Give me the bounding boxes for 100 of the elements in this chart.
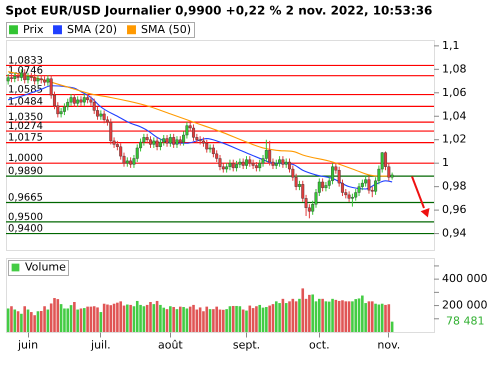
bar bbox=[56, 299, 60, 332]
bar bbox=[186, 308, 188, 332]
bar bbox=[255, 306, 258, 332]
y-tick-label: 1,02 bbox=[442, 132, 466, 146]
y-tick-label: 1,06 bbox=[442, 86, 466, 99]
y-tick-label: 200 000 bbox=[442, 298, 488, 312]
y-tick-label: 400 000 bbox=[442, 272, 488, 286]
candlestick bbox=[225, 162, 228, 174]
bar bbox=[172, 307, 175, 332]
x-tick-label: oct. bbox=[309, 338, 330, 352]
text: 78 481 bbox=[446, 314, 484, 328]
candlestick bbox=[348, 190, 351, 202]
bar bbox=[252, 308, 254, 332]
bar bbox=[321, 298, 324, 332]
bar bbox=[334, 300, 338, 332]
candlestick bbox=[146, 133, 149, 144]
bar bbox=[33, 315, 36, 332]
bar bbox=[30, 312, 33, 332]
legend-label: SMA (50) bbox=[141, 22, 192, 36]
candlestick bbox=[324, 181, 328, 192]
candlestick bbox=[258, 159, 262, 172]
bar bbox=[43, 306, 46, 332]
candlestick bbox=[192, 124, 196, 142]
ref-line-label: 1,0175 bbox=[8, 132, 43, 144]
bar bbox=[90, 306, 92, 332]
candlestick bbox=[244, 156, 248, 170]
y-tick-label: 1,04 bbox=[442, 109, 466, 122]
legend-label: SMA (20) bbox=[67, 22, 118, 36]
bar bbox=[100, 312, 102, 332]
bar bbox=[86, 306, 89, 332]
y-tick-label: 1,1 bbox=[442, 38, 460, 52]
ref-line-label: 0,9500 bbox=[8, 212, 43, 223]
candlestick bbox=[175, 136, 178, 148]
bar bbox=[92, 306, 96, 332]
candlestick bbox=[281, 156, 284, 168]
candlestick bbox=[156, 136, 159, 151]
candlestick bbox=[268, 140, 272, 166]
bar bbox=[282, 298, 284, 332]
candlestick bbox=[264, 139, 268, 163]
bar bbox=[159, 304, 162, 332]
candlestick bbox=[252, 159, 255, 170]
ref-line-label: 1,0274 bbox=[8, 121, 43, 132]
candlestick bbox=[126, 156, 129, 168]
candlestick bbox=[66, 98, 70, 111]
bar bbox=[222, 310, 225, 332]
bar bbox=[112, 304, 116, 332]
candlestick bbox=[62, 102, 66, 116]
candlestick bbox=[178, 136, 182, 146]
bar bbox=[166, 309, 168, 332]
bar bbox=[258, 304, 262, 332]
bar bbox=[176, 309, 178, 332]
legend-label: Volume bbox=[25, 260, 66, 274]
ref-line-label: 1,0484 bbox=[8, 96, 43, 108]
candlestick bbox=[321, 178, 324, 192]
candlestick bbox=[172, 133, 176, 148]
candlestick bbox=[218, 154, 222, 171]
candlestick bbox=[168, 133, 172, 148]
candlestick bbox=[254, 162, 258, 172]
bar bbox=[248, 306, 252, 332]
candlestick bbox=[358, 182, 361, 197]
bar bbox=[46, 310, 50, 332]
candlestick bbox=[82, 93, 86, 106]
bar bbox=[374, 304, 377, 332]
bar bbox=[169, 306, 172, 332]
bar bbox=[192, 304, 195, 332]
bar bbox=[311, 294, 314, 332]
bar bbox=[232, 306, 235, 332]
bar bbox=[294, 301, 298, 332]
bar bbox=[225, 309, 228, 332]
bar bbox=[106, 304, 109, 332]
bar bbox=[284, 303, 288, 332]
bar bbox=[242, 310, 244, 332]
bar bbox=[268, 306, 271, 332]
bar bbox=[66, 308, 70, 332]
candlestick bbox=[43, 76, 46, 86]
bar bbox=[298, 298, 301, 332]
bar bbox=[215, 306, 218, 332]
x-tick-label: juin bbox=[16, 338, 38, 352]
x-tick-label: nov. bbox=[377, 338, 400, 352]
bar bbox=[292, 298, 294, 332]
bar bbox=[370, 301, 374, 332]
bar bbox=[212, 309, 215, 332]
bar bbox=[10, 306, 13, 332]
candlestick bbox=[331, 162, 334, 185]
chart-title: Spot EUR/USD Journalier 0,9900 +0,22 % 2 nov. 2022, 10:53:36 bbox=[5, 4, 432, 18]
candlestick bbox=[76, 96, 80, 108]
bar bbox=[338, 300, 340, 332]
bar bbox=[136, 300, 139, 332]
bar bbox=[274, 301, 278, 332]
bar bbox=[368, 301, 370, 332]
bar bbox=[13, 310, 16, 332]
x-tick-label: juil. bbox=[90, 338, 111, 352]
x-tick-label: août bbox=[158, 338, 184, 352]
bar bbox=[218, 310, 222, 332]
bar bbox=[378, 304, 380, 332]
bar bbox=[390, 322, 394, 332]
bar bbox=[26, 310, 30, 332]
ref-line-label: 0,9890 bbox=[8, 166, 43, 178]
candlestick bbox=[274, 159, 278, 170]
ref-line-label: 0,9665 bbox=[8, 192, 43, 204]
